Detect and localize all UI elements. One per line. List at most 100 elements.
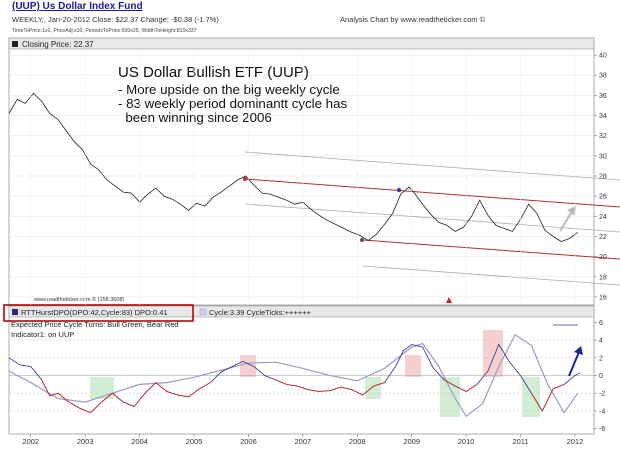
cycle-note-2: Indicator1: on UUP	[11, 330, 74, 339]
channel-gray-1	[244, 151, 620, 181]
cycle-y-tick-label: -4	[599, 408, 605, 415]
dpo-below-zero-segment	[101, 392, 113, 403]
bear-zone	[405, 355, 421, 377]
projection-arrow	[559, 206, 576, 232]
price-y-tick-label: 40	[599, 53, 607, 60]
dpo-below-zero-segment	[286, 383, 298, 387]
dpo-below-zero-segment	[41, 379, 51, 397]
cycle-panel-frame	[8, 305, 595, 435]
cycle-y-tick-label: 4	[599, 338, 603, 345]
cycle-y-tick-label: -2	[599, 391, 605, 398]
x-tick-label: 2012	[567, 437, 584, 446]
dpo-below-zero-segment	[79, 407, 91, 414]
dpo-below-zero-segment	[319, 390, 331, 392]
cycle-y-tick-label: 0	[599, 373, 603, 380]
dpo-below-zero-segment	[329, 386, 342, 391]
dpo-below-zero-segment	[362, 385, 374, 396]
dpo-below-zero-segment	[133, 392, 146, 407]
x-tick-label: 2010	[458, 437, 475, 446]
dpo-below-zero-segment	[49, 392, 59, 397]
cycle-gridlines	[9, 339, 594, 412]
dpo-below-zero-segment	[373, 382, 385, 387]
price-y-tick-label: 30	[599, 153, 607, 160]
dpo-below-zero-segment	[123, 401, 135, 407]
red-triangle-marker	[446, 297, 452, 303]
dpo-below-zero-segment	[68, 401, 80, 409]
price-y-tick-label: 38	[599, 73, 607, 80]
watermark: www.readtheticker.com © (158.3608)	[33, 296, 124, 303]
dpo-below-zero-segment	[57, 392, 70, 403]
x-tick-label: 2003	[77, 437, 94, 446]
channel-gray-2	[244, 203, 620, 233]
cycle-legend-swatch-cycle	[199, 308, 207, 316]
dpo-below-zero-segment	[112, 392, 124, 403]
bull-zone	[90, 377, 114, 399]
settings-line: TimeToPrice:1x1, PriceAdj:x10, PeriodsTo…	[12, 28, 197, 34]
price-y-tick-label: 22	[599, 234, 607, 241]
price-panel-frame	[8, 37, 595, 306]
info-line: WEEKLY,, Jan-20-2012 Close: $22.37 Chang…	[12, 15, 219, 24]
cycle-turn-zones	[90, 330, 540, 417]
x-tick-label: 2007	[295, 437, 312, 446]
dpo-below-zero-segment	[455, 385, 467, 392]
price-y-tick-label: 28	[599, 173, 607, 180]
x-tick-label: 2004	[131, 437, 148, 446]
price-y-tick-label: 18	[599, 274, 607, 281]
dpo-below-zero-segment	[351, 389, 363, 396]
dpo-below-zero-segment	[340, 386, 352, 391]
dpo-below-zero-segment	[144, 382, 157, 394]
price-gridlines	[9, 54, 594, 298]
dpo-below-zero-segment	[90, 401, 102, 414]
blue-up-arrow	[568, 346, 583, 377]
annotation-line-3: been winning since 2006	[118, 110, 272, 125]
dpo-below-zero-segment	[166, 391, 178, 396]
cycle-legend-swatch-main	[12, 309, 18, 315]
cycle-y-tick-label: 2	[599, 355, 603, 362]
x-tick-label: 2006	[240, 437, 257, 446]
channel-red-upper	[244, 178, 620, 208]
price-legend: Closing Price: 22.37	[22, 40, 94, 49]
price-y-tick-label: 26	[599, 194, 607, 201]
x-tick-label: 2005	[186, 437, 203, 446]
annotation-line-1: - More upside on the big weekly cycle	[118, 82, 340, 97]
cycle-legend-cycle: Cycle:3.39 CycleTicks:++++++	[209, 308, 311, 317]
price-legend-bar	[8, 37, 595, 50]
cycle-note-1: Expected Price Cycle Turns: Bull Green, …	[11, 320, 179, 329]
highlight-box	[3, 304, 194, 322]
dpo-below-zero-segment	[531, 392, 543, 412]
x-tick-label: 2011	[512, 437, 528, 446]
dpo-below-zero-segment	[199, 382, 211, 390]
price-y-axis: 16182022242628303234363840	[594, 53, 607, 301]
dpo-below-zero-segment	[188, 388, 200, 398]
chart-title: (UUP) Us Dollar Index Fund	[12, 1, 143, 12]
channel-gray-3	[362, 265, 620, 286]
annotation-line-2: - 83 weekly period dominantt cycle has	[118, 96, 347, 111]
bear-zone	[483, 330, 503, 377]
cycle-y-tick-label: 6	[599, 320, 603, 327]
bull-zone	[522, 377, 540, 417]
top-marker-2005	[243, 177, 247, 181]
dpo-below-zero-segment	[465, 383, 478, 392]
dpo-below-zero-segment	[444, 379, 456, 387]
dpo-below-zero-segment	[177, 394, 189, 398]
cycle-wave-line	[8, 333, 579, 418]
x-tick-label: 2009	[403, 437, 420, 446]
dpo-below-zero-segment	[155, 382, 168, 392]
annotation-title: US Dollar Bullish ETF (UUP)	[118, 64, 309, 81]
cycle-legend-main: RTTHurstDPO(DPO:42,Cycle:83) DPO:0.41	[21, 308, 168, 317]
price-y-tick-label: 36	[599, 93, 607, 100]
x-tick-label: 2002	[22, 437, 39, 446]
dpo-below-zero-segment	[308, 389, 320, 392]
price-y-tick-label: 34	[599, 113, 607, 120]
price-y-tick-label: 16	[599, 294, 607, 301]
cycle-y-axis: -6 -4 -2 0 2 4 6	[594, 320, 605, 433]
price-y-tick-label: 32	[599, 133, 607, 140]
x-tick-label: 2008	[349, 437, 366, 446]
bear-zone	[240, 355, 256, 377]
price-markers	[243, 177, 452, 303]
dpo-below-zero-segment	[541, 388, 554, 412]
dpo-below-zero-segment	[553, 383, 565, 390]
price-series-line	[8, 92, 578, 242]
x-axis: 2002 2003 2004 2005 2006 2007 2008 2009 2010 2011…	[22, 49, 583, 446]
